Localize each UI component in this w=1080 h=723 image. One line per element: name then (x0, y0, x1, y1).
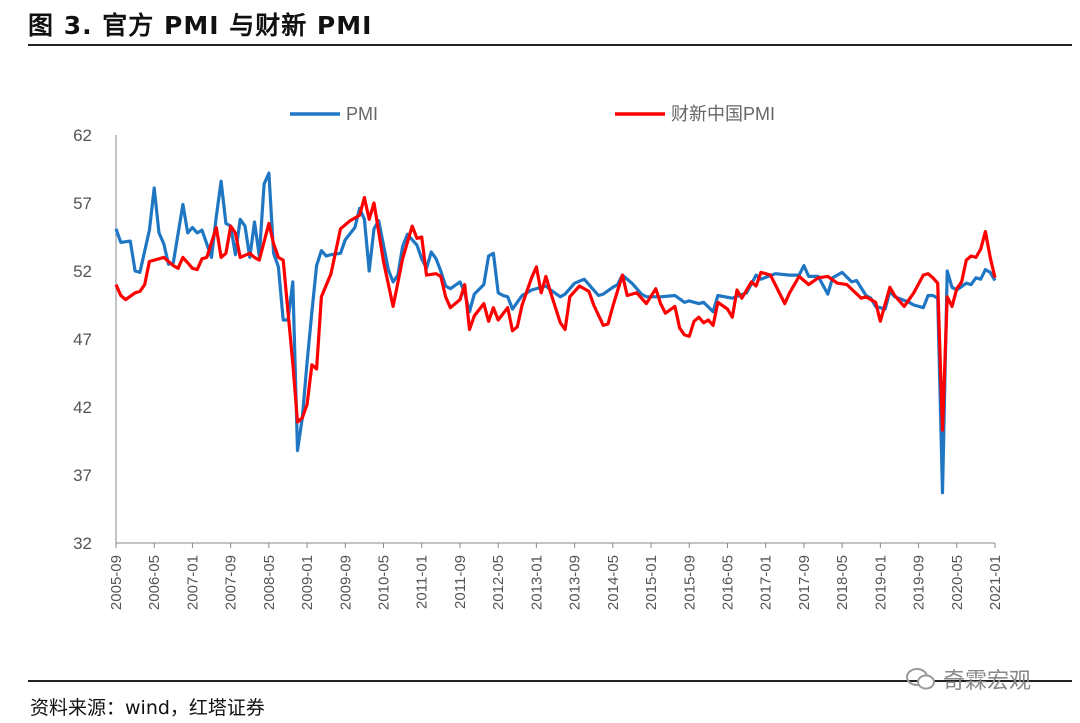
x-tick-label: 2006-05 (146, 555, 163, 610)
y-tick-label: 52 (73, 262, 92, 281)
x-tick-label: 2016-05 (719, 555, 736, 610)
x-tick-label: 2012-05 (490, 555, 507, 610)
x-tick-label: 2010-05 (376, 555, 393, 610)
y-tick-label: 47 (73, 330, 92, 349)
legend-label-0: PMI (346, 104, 378, 124)
watermark: 奇霖宏观 (905, 663, 1031, 695)
wechat-icon (906, 668, 935, 690)
series-line-0 (114, 171, 997, 495)
x-tick-label: 2021-01 (987, 555, 1004, 610)
x-tick-label: 2011-01 (414, 555, 431, 609)
x-tick-label: 2013-09 (567, 555, 584, 610)
x-tick-label: 2007-01 (184, 555, 201, 610)
title-rule (28, 44, 1072, 46)
y-tick-label: 37 (73, 466, 92, 485)
y-tick-label: 32 (73, 534, 92, 553)
x-tick-label: 2018-05 (834, 555, 851, 610)
x-tick-label: 2011-09 (452, 555, 469, 609)
figure-title: 图 3. 官方 PMI 与财新 PMI (28, 11, 373, 40)
series-line-1 (114, 196, 997, 432)
y-tick-label: 57 (73, 194, 92, 213)
x-tick-label: 2015-01 (643, 555, 660, 610)
x-tick-label: 2008-05 (261, 555, 278, 610)
x-tick-label: 2005-09 (108, 555, 125, 610)
watermark-text: 奇霖宏观 (943, 669, 1032, 694)
x-tick-label: 2019-09 (911, 555, 928, 610)
x-tick-label: 2009-09 (337, 555, 354, 610)
x-tick-label: 2013-01 (528, 555, 545, 610)
footer-rule (28, 680, 1072, 682)
x-tick-label: 2019-01 (872, 555, 889, 610)
source-note: 资料来源：wind，红塔证券 (30, 697, 265, 719)
x-tick-label: 2017-09 (796, 555, 813, 610)
x-tick-label: 2015-09 (681, 555, 698, 610)
x-tick-label: 2007-09 (223, 555, 240, 610)
x-tick-label: 2014-05 (605, 555, 622, 610)
y-tick-label: 62 (73, 126, 92, 145)
legend-label-1: 财新中国PMI (671, 104, 775, 124)
x-tick-label: 2020-05 (949, 555, 966, 610)
y-tick-label: 42 (73, 398, 92, 417)
x-tick-label: 2017-01 (758, 555, 775, 610)
x-tick-label: 2009-01 (299, 555, 316, 610)
